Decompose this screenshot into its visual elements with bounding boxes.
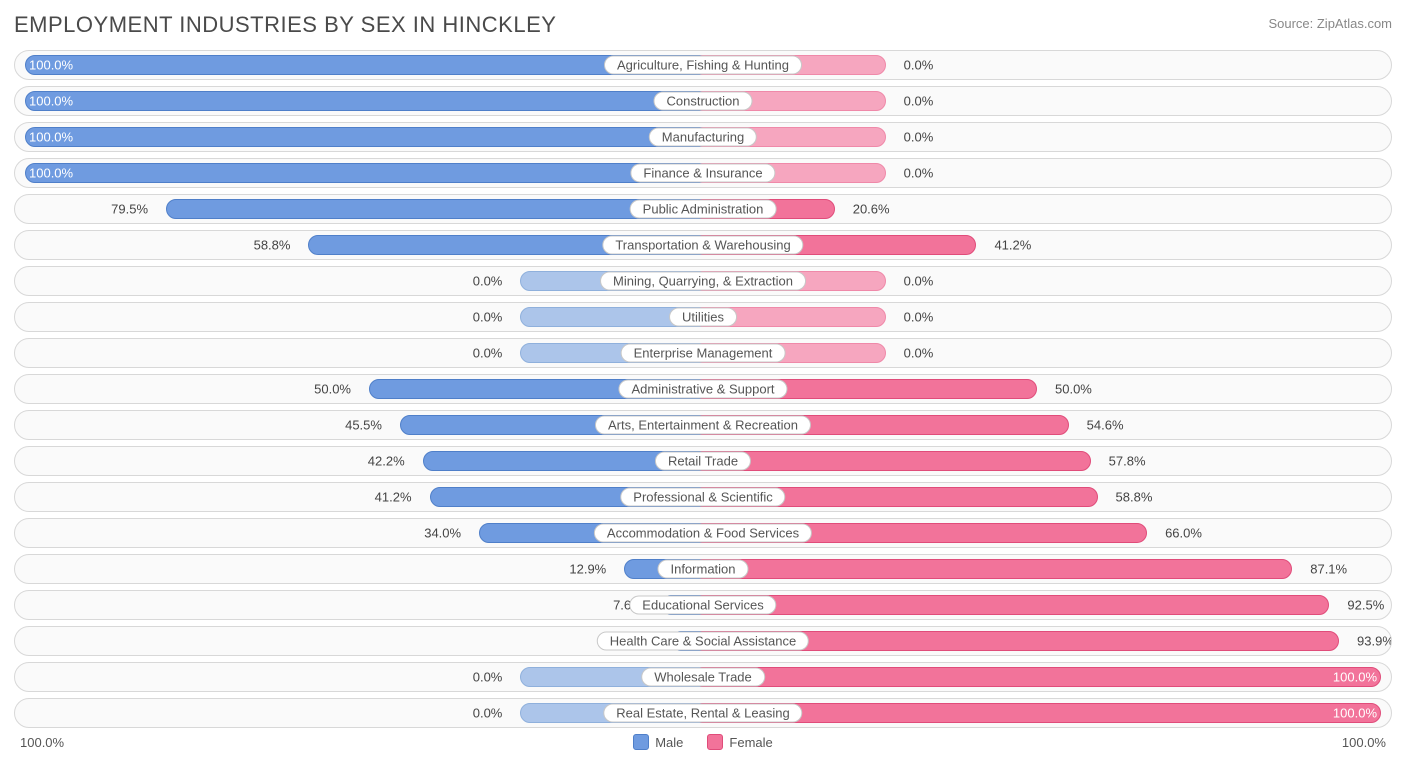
female-value-label: 41.2% [994,238,1031,253]
chart-row: 50.0% 50.0% Administrative & Support [14,374,1392,404]
male-value-label: 100.0% [29,58,73,73]
female-value-label: 92.5% [1347,598,1384,613]
legend-item-female: Female [707,734,772,750]
legend-swatch-female [707,734,723,750]
female-value-label: 57.8% [1109,454,1146,469]
axis-left-label: 100.0% [20,735,64,750]
chart-row: 6.1%93.9%Health Care & Social Assistance [14,626,1392,656]
male-bar [25,91,713,111]
male-value-label: 34.0% [424,526,461,541]
male-value-label: 100.0% [29,130,73,145]
category-label: Agriculture, Fishing & Hunting [604,56,802,75]
category-label: Wholesale Trade [641,668,765,687]
male-value-label: 100.0% [29,94,73,109]
legend-item-male: Male [633,734,683,750]
chart-row: 12.9% 87.1% Information [14,554,1392,584]
category-label: Public Administration [630,200,777,219]
chart-row: 0.0% 0.0% Mining, Quarrying, & Extraction [14,266,1392,296]
male-value-label: 41.2% [375,490,412,505]
female-value-label: 20.6% [853,202,890,217]
male-value-label: 0.0% [473,706,503,721]
source-attribution: Source: ZipAtlas.com [1268,16,1392,31]
female-value-label: 54.6% [1087,418,1124,433]
chart-row: 7.6%92.5%Educational Services [14,590,1392,620]
male-value-label: 50.0% [314,382,351,397]
male-value-label: 58.8% [254,238,291,253]
male-value-label: 42.2% [368,454,405,469]
chart-row: 0.0% 100.0% Wholesale Trade [14,662,1392,692]
male-bar [25,127,713,147]
category-label: Finance & Insurance [630,164,775,183]
female-value-label: 100.0% [1333,706,1377,721]
legend-label-female: Female [729,735,772,750]
category-label: Real Estate, Rental & Leasing [603,704,802,723]
female-value-label: 0.0% [904,274,934,289]
female-value-label: 100.0% [1333,670,1377,685]
chart-row: 34.0% 66.0% Accommodation & Food Services [14,518,1392,548]
female-value-label: 0.0% [904,346,934,361]
category-label: Administrative & Support [618,380,787,399]
chart-row: 0.0% 100.0% Real Estate, Rental & Leasing [14,698,1392,728]
female-value-label: 87.1% [1310,562,1347,577]
female-value-label: 0.0% [904,130,934,145]
male-value-label: 0.0% [473,670,503,685]
female-value-label: 0.0% [904,58,934,73]
category-label: Accommodation & Food Services [594,524,812,543]
axis-right-label: 100.0% [1342,735,1386,750]
female-value-label: 58.8% [1116,490,1153,505]
male-value-label: 12.9% [569,562,606,577]
male-value-label: 100.0% [29,166,73,181]
chart-row: 100.0% 0.0% Construction [14,86,1392,116]
female-value-label: 0.0% [904,94,934,109]
category-label: Educational Services [629,596,776,615]
chart-row: 100.0% 0.0% Agriculture, Fishing & Hunting [14,50,1392,80]
female-bar [693,667,1381,687]
category-label: Construction [654,92,753,111]
chart-area: 100.0% 0.0% Agriculture, Fishing & Hunting… [14,50,1392,728]
chart-row: 100.0% 0.0% Manufacturing [14,122,1392,152]
male-value-label: 79.5% [111,202,148,217]
category-label: Mining, Quarrying, & Extraction [600,272,806,291]
chart-row: 0.0% 0.0% Enterprise Management [14,338,1392,368]
chart-row: 42.2% 57.8% Retail Trade [14,446,1392,476]
chart-header: EMPLOYMENT INDUSTRIES BY SEX IN HINCKLEY… [14,12,1392,38]
chart-title: EMPLOYMENT INDUSTRIES BY SEX IN HINCKLEY [14,12,556,38]
male-value-label: 45.5% [345,418,382,433]
female-bar [693,451,1091,471]
male-value-label: 0.0% [473,346,503,361]
female-value-label: 50.0% [1055,382,1092,397]
legend: Male Female [633,734,773,750]
legend-swatch-male [633,734,649,750]
chart-row: 0.0% 0.0% Utilities [14,302,1392,332]
chart-row: 45.5% 54.6% Arts, Entertainment & Recreati… [14,410,1392,440]
category-label: Arts, Entertainment & Recreation [595,416,811,435]
female-value-label: 0.0% [904,166,934,181]
chart-footer: 100.0% Male Female 100.0% [14,734,1392,750]
category-label: Manufacturing [649,128,757,147]
chart-row: 79.5% 20.6% Public Administration [14,194,1392,224]
category-label: Professional & Scientific [620,488,785,507]
category-label: Transportation & Warehousing [602,236,803,255]
category-label: Enterprise Management [621,344,786,363]
female-value-label: 0.0% [904,310,934,325]
female-bar [693,559,1292,579]
category-label: Information [657,560,748,579]
male-bar [25,163,713,183]
category-label: Utilities [669,308,737,327]
chart-row: 41.2% 58.8% Professional & Scientific [14,482,1392,512]
female-value-label: 66.0% [1165,526,1202,541]
category-label: Retail Trade [655,452,751,471]
female-value-label: 93.9% [1357,634,1392,649]
female-bar [693,595,1329,615]
male-value-label: 0.0% [473,310,503,325]
chart-row: 100.0% 0.0% Finance & Insurance [14,158,1392,188]
chart-row: 58.8% 41.2% Transportation & Warehousing [14,230,1392,260]
legend-label-male: Male [655,735,683,750]
male-value-label: 0.0% [473,274,503,289]
category-label: Health Care & Social Assistance [597,632,809,651]
